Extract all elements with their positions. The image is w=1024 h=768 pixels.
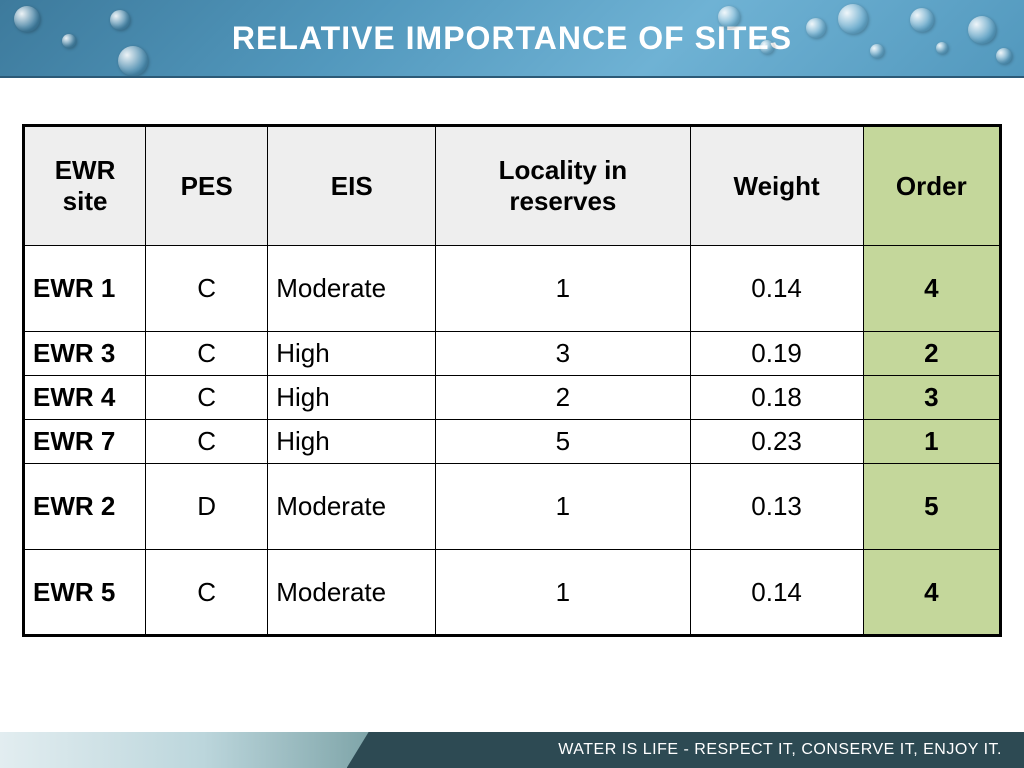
cell-locality: 2	[436, 376, 690, 420]
cell-pes: C	[146, 420, 268, 464]
cell-eis: Moderate	[268, 246, 436, 332]
cell-pes: C	[146, 550, 268, 636]
cell-eis: Moderate	[268, 550, 436, 636]
cell-weight: 0.13	[690, 464, 863, 550]
water-drop-icon	[718, 6, 740, 28]
table-row: EWR 4CHigh20.183	[24, 376, 1001, 420]
cell-eis: High	[268, 376, 436, 420]
footer-tagline-wrap: WATER IS LIFE - RESPECT IT, CONSERVE IT,…	[347, 732, 1024, 768]
header-bar: RELATIVE IMPORTANCE OF SITES	[0, 0, 1024, 78]
cell-pes: C	[146, 332, 268, 376]
cell-ewr-site: EWR 1	[24, 246, 146, 332]
water-drop-icon	[910, 8, 934, 32]
table-row: EWR 7CHigh50.231	[24, 420, 1001, 464]
table-body: EWR 1CModerate10.144EWR 3CHigh30.192EWR …	[24, 246, 1001, 636]
footer-tagline: WATER IS LIFE - RESPECT IT, CONSERVE IT,…	[558, 741, 1002, 759]
table-row: EWR 2DModerate10.135	[24, 464, 1001, 550]
col-header-pes: PES	[146, 126, 268, 246]
cell-eis: High	[268, 332, 436, 376]
cell-order: 5	[863, 464, 1000, 550]
cell-order: 4	[863, 550, 1000, 636]
cell-weight: 0.19	[690, 332, 863, 376]
cell-locality: 3	[436, 332, 690, 376]
water-drop-icon	[760, 40, 774, 54]
cell-ewr-site: EWR 7	[24, 420, 146, 464]
cell-weight: 0.14	[690, 246, 863, 332]
table-row: EWR 3CHigh30.192	[24, 332, 1001, 376]
cell-locality: 1	[436, 464, 690, 550]
water-drop-icon	[870, 44, 884, 58]
importance-table: EWR site PES EIS Locality in reserves We…	[22, 124, 1002, 637]
cell-locality: 5	[436, 420, 690, 464]
table-row: EWR 1CModerate10.144	[24, 246, 1001, 332]
cell-pes: C	[146, 376, 268, 420]
table-row: EWR 5CModerate10.144	[24, 550, 1001, 636]
cell-order: 3	[863, 376, 1000, 420]
cell-weight: 0.23	[690, 420, 863, 464]
cell-order: 4	[863, 246, 1000, 332]
table-header-row: EWR site PES EIS Locality in reserves We…	[24, 126, 1001, 246]
table-container: EWR site PES EIS Locality in reserves We…	[0, 78, 1024, 637]
water-drop-icon	[996, 48, 1012, 64]
col-header-order: Order	[863, 126, 1000, 246]
cell-pes: C	[146, 246, 268, 332]
col-header-weight: Weight	[690, 126, 863, 246]
water-drop-icon	[936, 42, 948, 54]
cell-weight: 0.18	[690, 376, 863, 420]
col-header-ewr-site: EWR site	[24, 126, 146, 246]
cell-eis: Moderate	[268, 464, 436, 550]
cell-ewr-site: EWR 3	[24, 332, 146, 376]
water-drop-icon	[118, 46, 148, 76]
cell-weight: 0.14	[690, 550, 863, 636]
cell-ewr-site: EWR 2	[24, 464, 146, 550]
footer-bar: WATER IS LIFE - RESPECT IT, CONSERVE IT,…	[0, 732, 1024, 768]
water-drop-icon	[968, 16, 996, 44]
col-header-locality: Locality in reserves	[436, 126, 690, 246]
cell-eis: High	[268, 420, 436, 464]
cell-order: 1	[863, 420, 1000, 464]
cell-locality: 1	[436, 246, 690, 332]
footer-accent-left	[0, 732, 369, 768]
water-drop-icon	[14, 6, 40, 32]
water-drop-icon	[806, 18, 826, 38]
cell-order: 2	[863, 332, 1000, 376]
water-drop-icon	[62, 34, 76, 48]
cell-pes: D	[146, 464, 268, 550]
cell-ewr-site: EWR 5	[24, 550, 146, 636]
water-drop-icon	[110, 10, 130, 30]
water-drop-icon	[838, 4, 868, 34]
col-header-eis: EIS	[268, 126, 436, 246]
cell-locality: 1	[436, 550, 690, 636]
cell-ewr-site: EWR 4	[24, 376, 146, 420]
page-title: RELATIVE IMPORTANCE OF SITES	[232, 20, 792, 57]
